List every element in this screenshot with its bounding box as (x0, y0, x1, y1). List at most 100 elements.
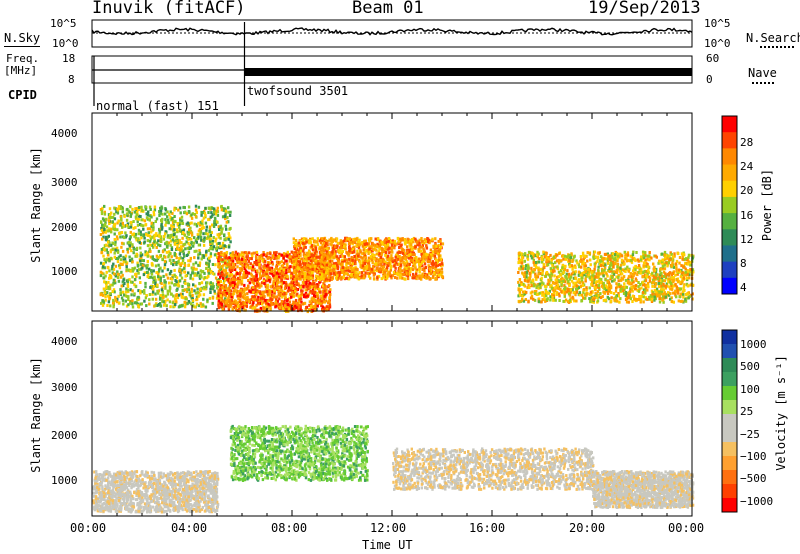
heatmap-cell (305, 255, 308, 259)
heatmap-cell (293, 284, 296, 288)
heatmap-cell (186, 246, 189, 250)
heatmap-cell (201, 255, 204, 259)
heatmap-cell (198, 251, 201, 255)
heatmap-cell (182, 249, 185, 253)
heatmap-cell (125, 263, 128, 267)
heatmap-cell (139, 291, 142, 295)
heatmap-cell (181, 236, 184, 240)
heatmap-cell (298, 299, 301, 303)
heatmap-cell (330, 239, 333, 243)
heatmap-cell (213, 207, 216, 211)
heatmap-cell (313, 251, 317, 255)
power-ytick-2000: 2000 (51, 221, 78, 234)
heatmap-cell (290, 307, 293, 310)
heatmap-cell (335, 239, 338, 243)
heatmap-cell (280, 289, 283, 293)
heatmap-cell (363, 273, 366, 277)
heatmap-cell (398, 237, 402, 241)
heatmap-cell (226, 216, 229, 219)
heatmap-cell (114, 248, 117, 252)
heatmap-cell (174, 297, 177, 301)
heatmap-cell (143, 236, 146, 240)
heatmap-cell (236, 256, 239, 260)
heatmap-cell (415, 268, 418, 272)
heatmap-cell (167, 281, 171, 285)
heatmap-cell (300, 241, 303, 244)
heatmap-cell (228, 298, 232, 302)
heatmap-cell (206, 232, 209, 236)
heatmap-cell (119, 291, 122, 295)
heatmap-cell (168, 213, 171, 216)
heatmap-cell (263, 263, 266, 267)
heatmap-cell (334, 276, 338, 280)
heatmap-cell (274, 253, 277, 257)
heatmap-cell (420, 275, 423, 279)
heatmap-cell (226, 277, 229, 281)
heatmap-cell (207, 248, 211, 252)
heatmap-cell (368, 237, 371, 241)
heatmap-cell (181, 284, 184, 288)
heatmap-cell (100, 209, 104, 213)
heatmap-cell (283, 261, 286, 265)
heatmap-cell (352, 268, 356, 272)
heatmap-cell (195, 295, 199, 299)
heatmap-cell (194, 272, 197, 276)
heatmap-cell (378, 247, 381, 251)
heatmap-cell (112, 281, 115, 285)
heatmap-cell (198, 282, 201, 285)
heatmap-cell (434, 249, 437, 253)
heatmap-cell (362, 248, 365, 252)
heatmap-cell (440, 272, 443, 276)
heatmap-cell (155, 258, 159, 262)
heatmap-cell (406, 277, 410, 281)
heatmap-cell (108, 207, 112, 211)
heatmap-cell (318, 239, 322, 243)
heatmap-cell (126, 278, 129, 282)
heatmap-cell (224, 254, 227, 258)
heatmap-cell (679, 292, 682, 296)
heatmap-cell (110, 230, 113, 234)
heatmap-cell (254, 270, 258, 273)
heatmap-cell (294, 252, 297, 256)
heatmap-cell (301, 249, 305, 253)
heatmap-cell (217, 255, 221, 259)
heatmap-cell (167, 221, 170, 225)
heatmap-cell (384, 251, 388, 254)
heatmap-cell (262, 293, 265, 297)
heatmap-cell (267, 261, 270, 264)
heatmap-cell (322, 277, 325, 281)
heatmap-cell (269, 258, 273, 261)
heatmap-cell (247, 271, 250, 275)
heatmap-cell (358, 271, 361, 275)
heatmap-cell (293, 245, 296, 249)
heatmap-cell (320, 251, 323, 255)
date-title: 19/Sep/2013 (588, 0, 701, 18)
heatmap-cell (341, 250, 344, 253)
heatmap-cell (541, 298, 544, 302)
heatmap-cell (116, 211, 120, 215)
heatmap-cell (105, 258, 109, 262)
heatmap-cell (411, 250, 414, 254)
heatmap-cell (154, 281, 157, 285)
heatmap-cell (190, 287, 193, 291)
heatmap-cell (100, 301, 103, 305)
heatmap-cell (322, 253, 325, 256)
heatmap-cell (225, 220, 228, 224)
heatmap-cell (172, 263, 175, 267)
heatmap-cell (163, 300, 167, 304)
heatmap-cell (396, 251, 399, 255)
heatmap-cell (284, 281, 288, 284)
heatmap-cell (283, 304, 287, 308)
heatmap-cell (318, 247, 321, 251)
heatmap-cell (133, 247, 136, 251)
heatmap-cell (365, 242, 368, 246)
heatmap-cell (216, 233, 219, 237)
heatmap-cell (297, 250, 300, 254)
heatmap-cell (329, 251, 332, 255)
heatmap-cell (298, 272, 301, 276)
heatmap-cell (221, 292, 224, 296)
heatmap-cell (374, 260, 378, 264)
heatmap-cell (215, 248, 218, 252)
heatmap-cell (250, 252, 253, 256)
heatmap-cell (178, 238, 181, 242)
